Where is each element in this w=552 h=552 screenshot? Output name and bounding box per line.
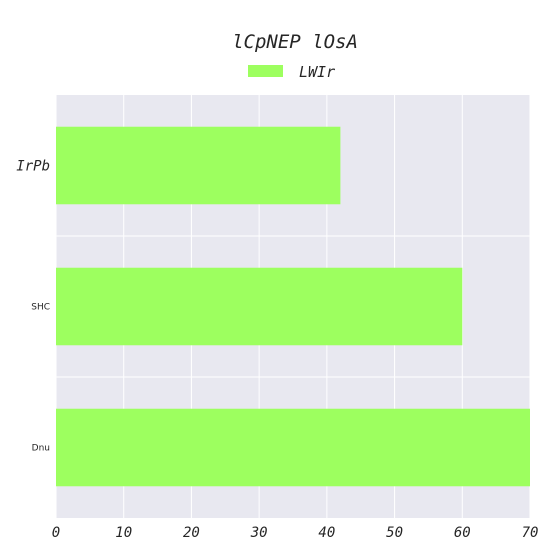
legend-label: LWIr <box>299 63 335 81</box>
y-axis-ticks: IrPb SHC Dnu <box>16 159 50 454</box>
legend: LWIr <box>248 63 335 81</box>
bar-shc <box>56 267 463 346</box>
x-tick-label: 30 <box>250 525 268 541</box>
y-tick-label: Dnu <box>32 444 50 454</box>
x-tick-label: 50 <box>386 525 403 541</box>
chart-title: lCpNEP lOsA <box>232 31 358 53</box>
bars <box>56 126 530 487</box>
legend-swatch <box>248 65 283 77</box>
x-tick-label: 20 <box>183 525 200 541</box>
bar-dnu <box>56 408 530 487</box>
bar-irpb <box>56 126 341 205</box>
x-tick-label: 70 <box>522 525 539 541</box>
y-tick-label: SHC <box>31 303 50 313</box>
x-tick-label: 40 <box>318 525 335 541</box>
x-tick-label: 10 <box>115 525 132 541</box>
x-axis-ticks: 0 10 20 30 40 50 60 70 <box>52 525 539 541</box>
x-tick-label: 60 <box>454 525 471 541</box>
y-tick-label: IrPb <box>16 159 50 175</box>
x-tick-label: 0 <box>52 525 60 541</box>
